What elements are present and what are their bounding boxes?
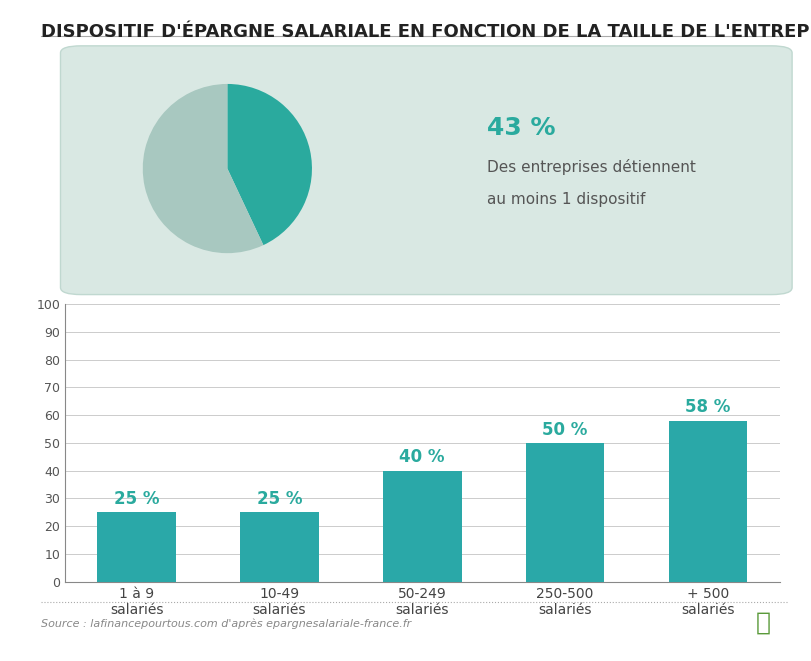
Text: au moins 1 dispositif: au moins 1 dispositif bbox=[487, 192, 645, 207]
Text: 50 %: 50 % bbox=[542, 420, 587, 439]
Bar bbox=[525, 443, 603, 582]
FancyBboxPatch shape bbox=[61, 46, 791, 295]
Bar bbox=[383, 471, 461, 582]
Bar bbox=[240, 512, 319, 582]
Text: 40 %: 40 % bbox=[399, 448, 444, 467]
Text: 58 %: 58 % bbox=[684, 399, 730, 416]
Bar bbox=[97, 512, 176, 582]
Text: Source : lafinancepourtous.com d'après epargnesalariale-france.fr: Source : lafinancepourtous.com d'après e… bbox=[41, 618, 410, 629]
Text: DISPOSITIF D'ÉPARGNE SALARIALE EN FONCTION DE LA TAILLE DE L'ENTREPRISE: DISPOSITIF D'ÉPARGNE SALARIALE EN FONCTI… bbox=[41, 23, 811, 41]
Text: 25 %: 25 % bbox=[256, 490, 302, 508]
Text: Des entreprises détiennent: Des entreprises détiennent bbox=[487, 159, 695, 175]
Text: 🌿: 🌿 bbox=[755, 611, 770, 635]
Wedge shape bbox=[143, 84, 263, 253]
Bar bbox=[667, 420, 746, 582]
Wedge shape bbox=[227, 84, 311, 245]
Text: 43 %: 43 % bbox=[487, 116, 555, 139]
Text: 25 %: 25 % bbox=[114, 490, 159, 508]
